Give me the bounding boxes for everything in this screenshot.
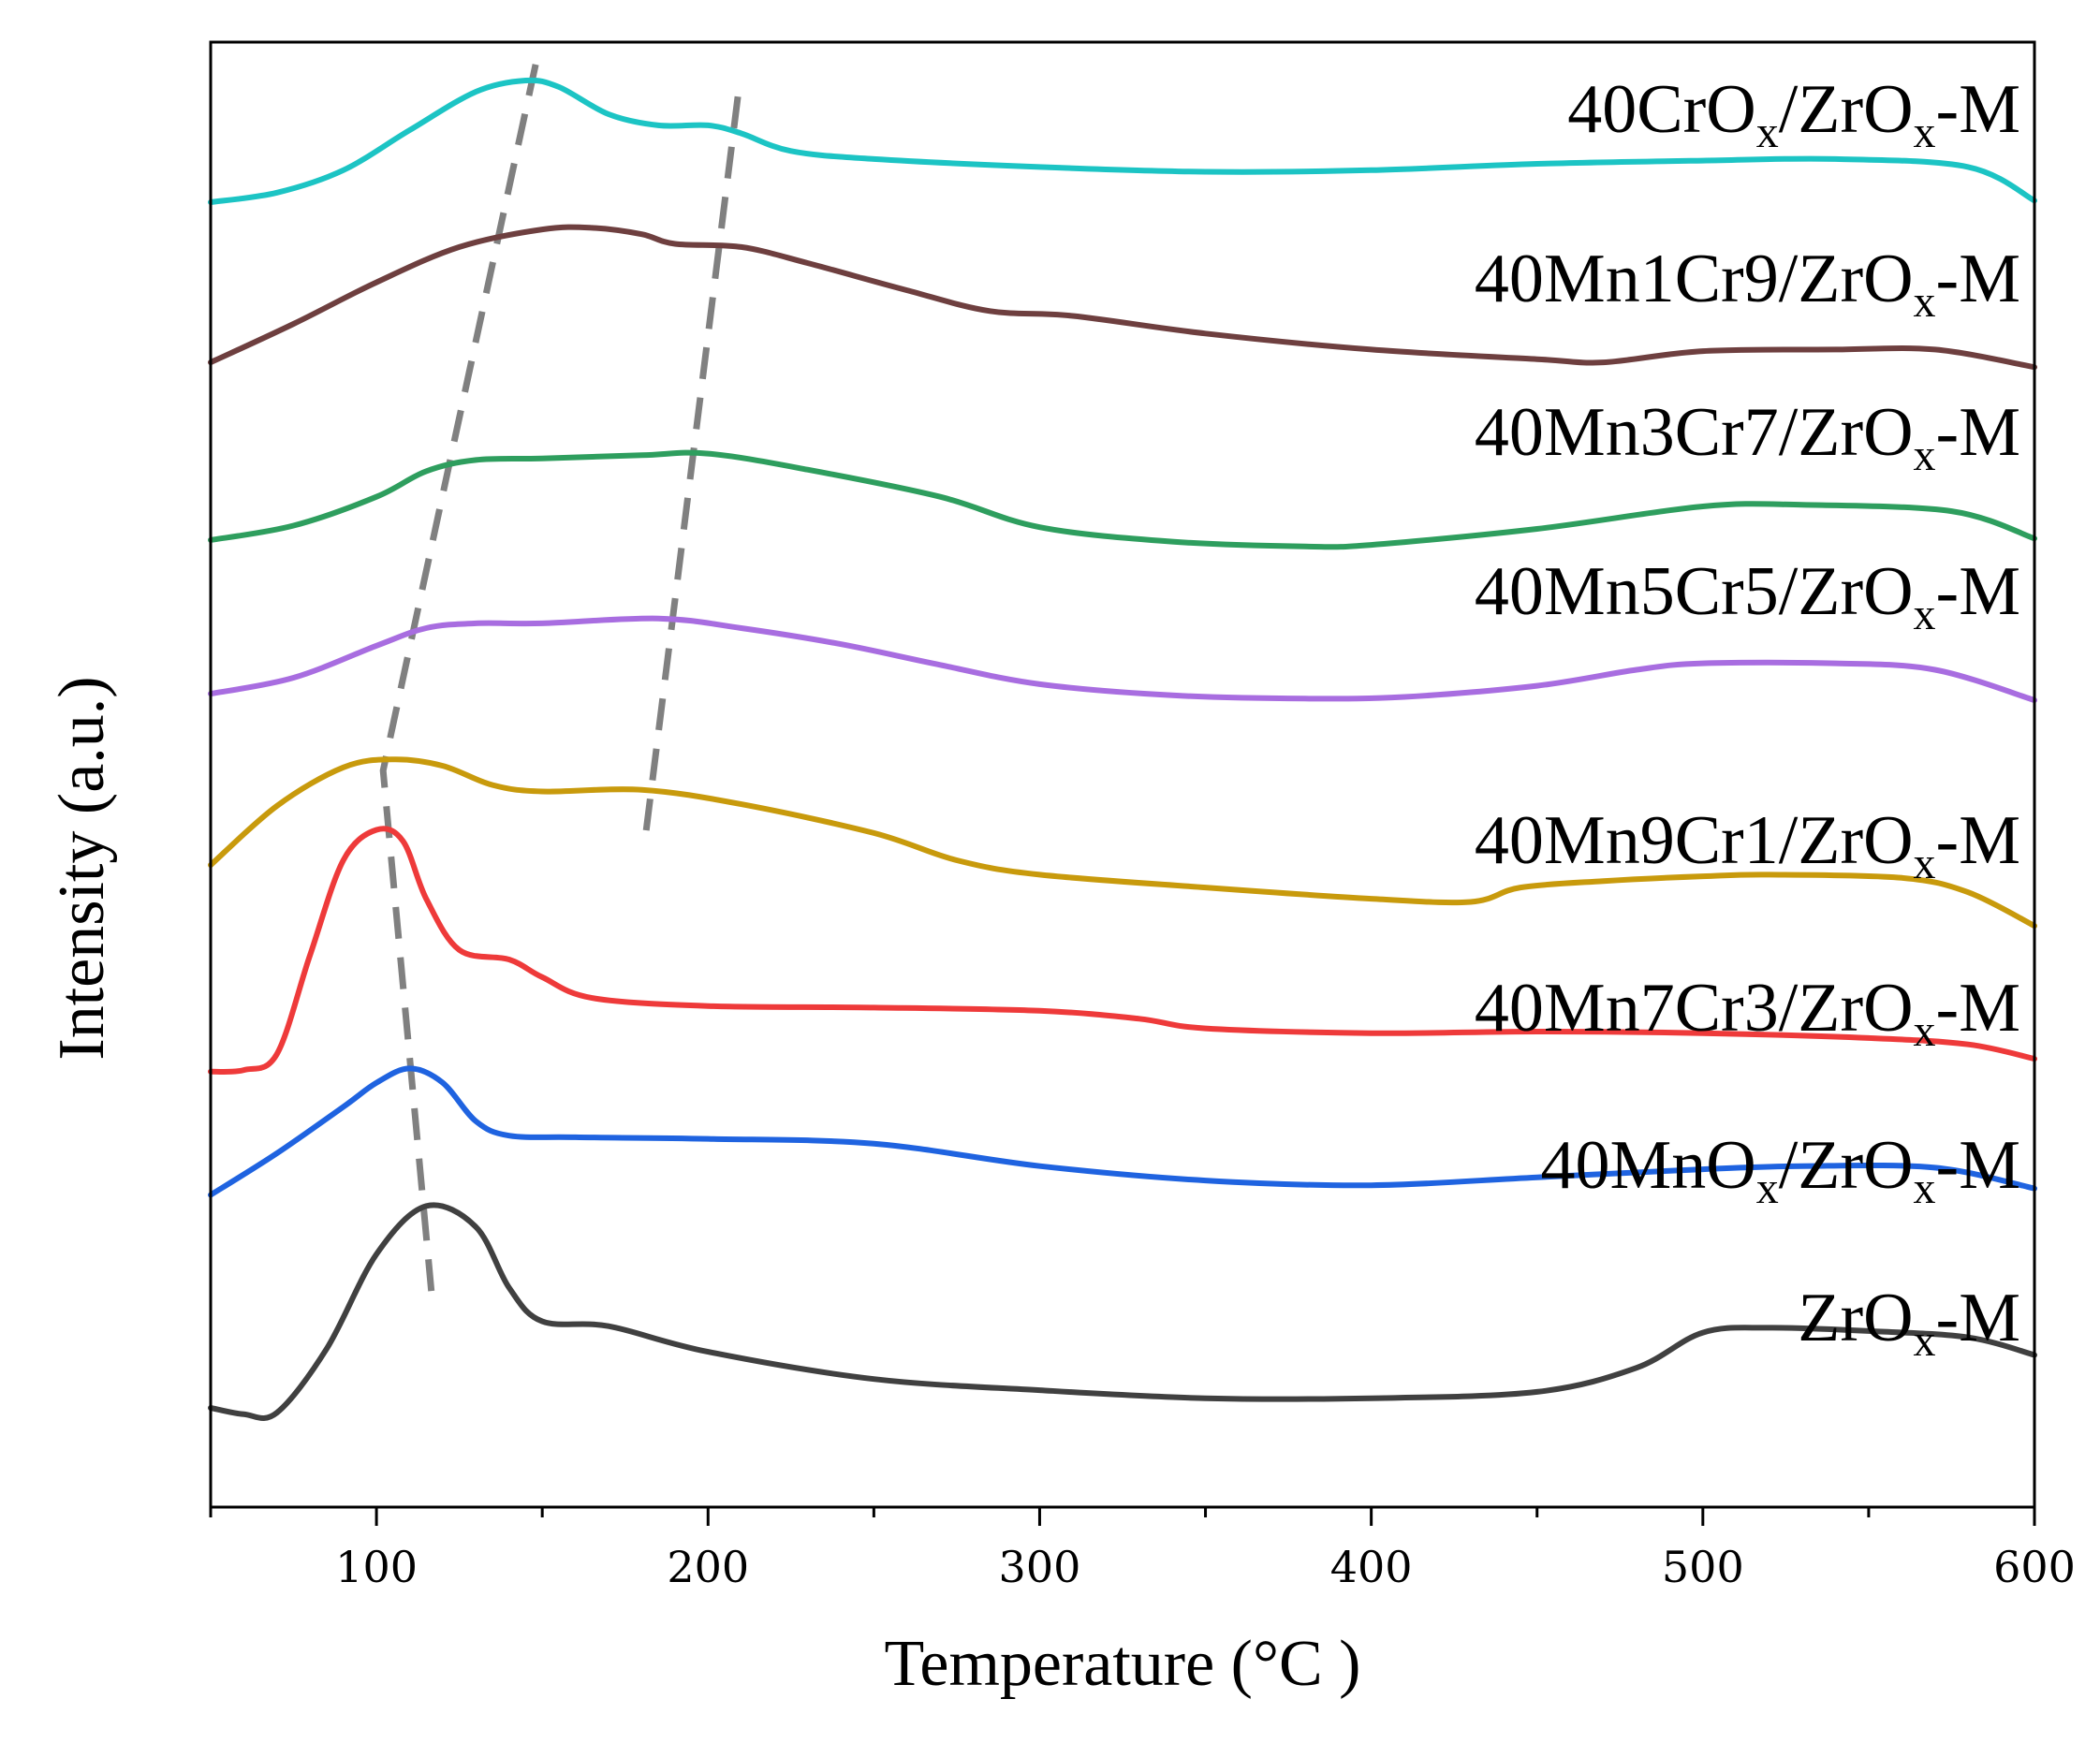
plot-frame — [209, 40, 2036, 1509]
series-line-6 — [208, 826, 2037, 1075]
guide-line-low-temp — [379, 64, 539, 1308]
series-label-4: 40Mn5Cr5/ZrOx-M — [1475, 553, 2020, 639]
series-label-8: ZrOx-M — [1798, 1280, 2020, 1366]
series-line-5 — [208, 756, 2037, 930]
x-tick-label: 600 — [1993, 1542, 2076, 1592]
series-line-4 — [208, 615, 2037, 703]
guide-line-high-temp — [641, 95, 742, 841]
series-line-1 — [208, 77, 2037, 205]
x-tick-label: 200 — [667, 1542, 749, 1592]
series-line-7 — [208, 1065, 2037, 1198]
x-tick-label: 300 — [999, 1542, 1081, 1592]
series-label-3: 40Mn3Cr7/ZrOx-M — [1475, 394, 2020, 480]
x-axis-title: Temperature (°C ) — [885, 1628, 1361, 1700]
x-tick-label: 500 — [1662, 1542, 1744, 1592]
series-label-5: 40Mn9Cr1/ZrOx-M — [1475, 802, 2020, 888]
series-line-2 — [208, 224, 2037, 371]
y-axis-title: Intensity (a.u.) — [46, 676, 118, 1060]
series-label-7: 40MnOx/ZrOx-M — [1540, 1127, 2020, 1213]
series-label-1: 40CrOx/ZrOx-M — [1567, 71, 2020, 157]
x-tick-label: 100 — [335, 1542, 418, 1592]
x-ticks: 100 200 300 400 500 600 — [209, 1507, 2076, 1592]
series-lines — [208, 77, 2037, 1422]
x-tick-label: 400 — [1330, 1542, 1413, 1592]
guide-lines — [379, 64, 742, 1308]
series-line-8 — [208, 1202, 2037, 1422]
series-labels: 40CrOx/ZrOx-M 40Mn1Cr9/ZrOx-M 40Mn3Cr7/ZrO… — [1475, 71, 2020, 1366]
series-label-2: 40Mn1Cr9/ZrOx-M — [1475, 241, 2020, 327]
axes — [209, 40, 2036, 1509]
series-label-6: 40Mn7Cr3/ZrOx-M — [1475, 970, 2020, 1056]
series-line-3 — [208, 449, 2037, 550]
